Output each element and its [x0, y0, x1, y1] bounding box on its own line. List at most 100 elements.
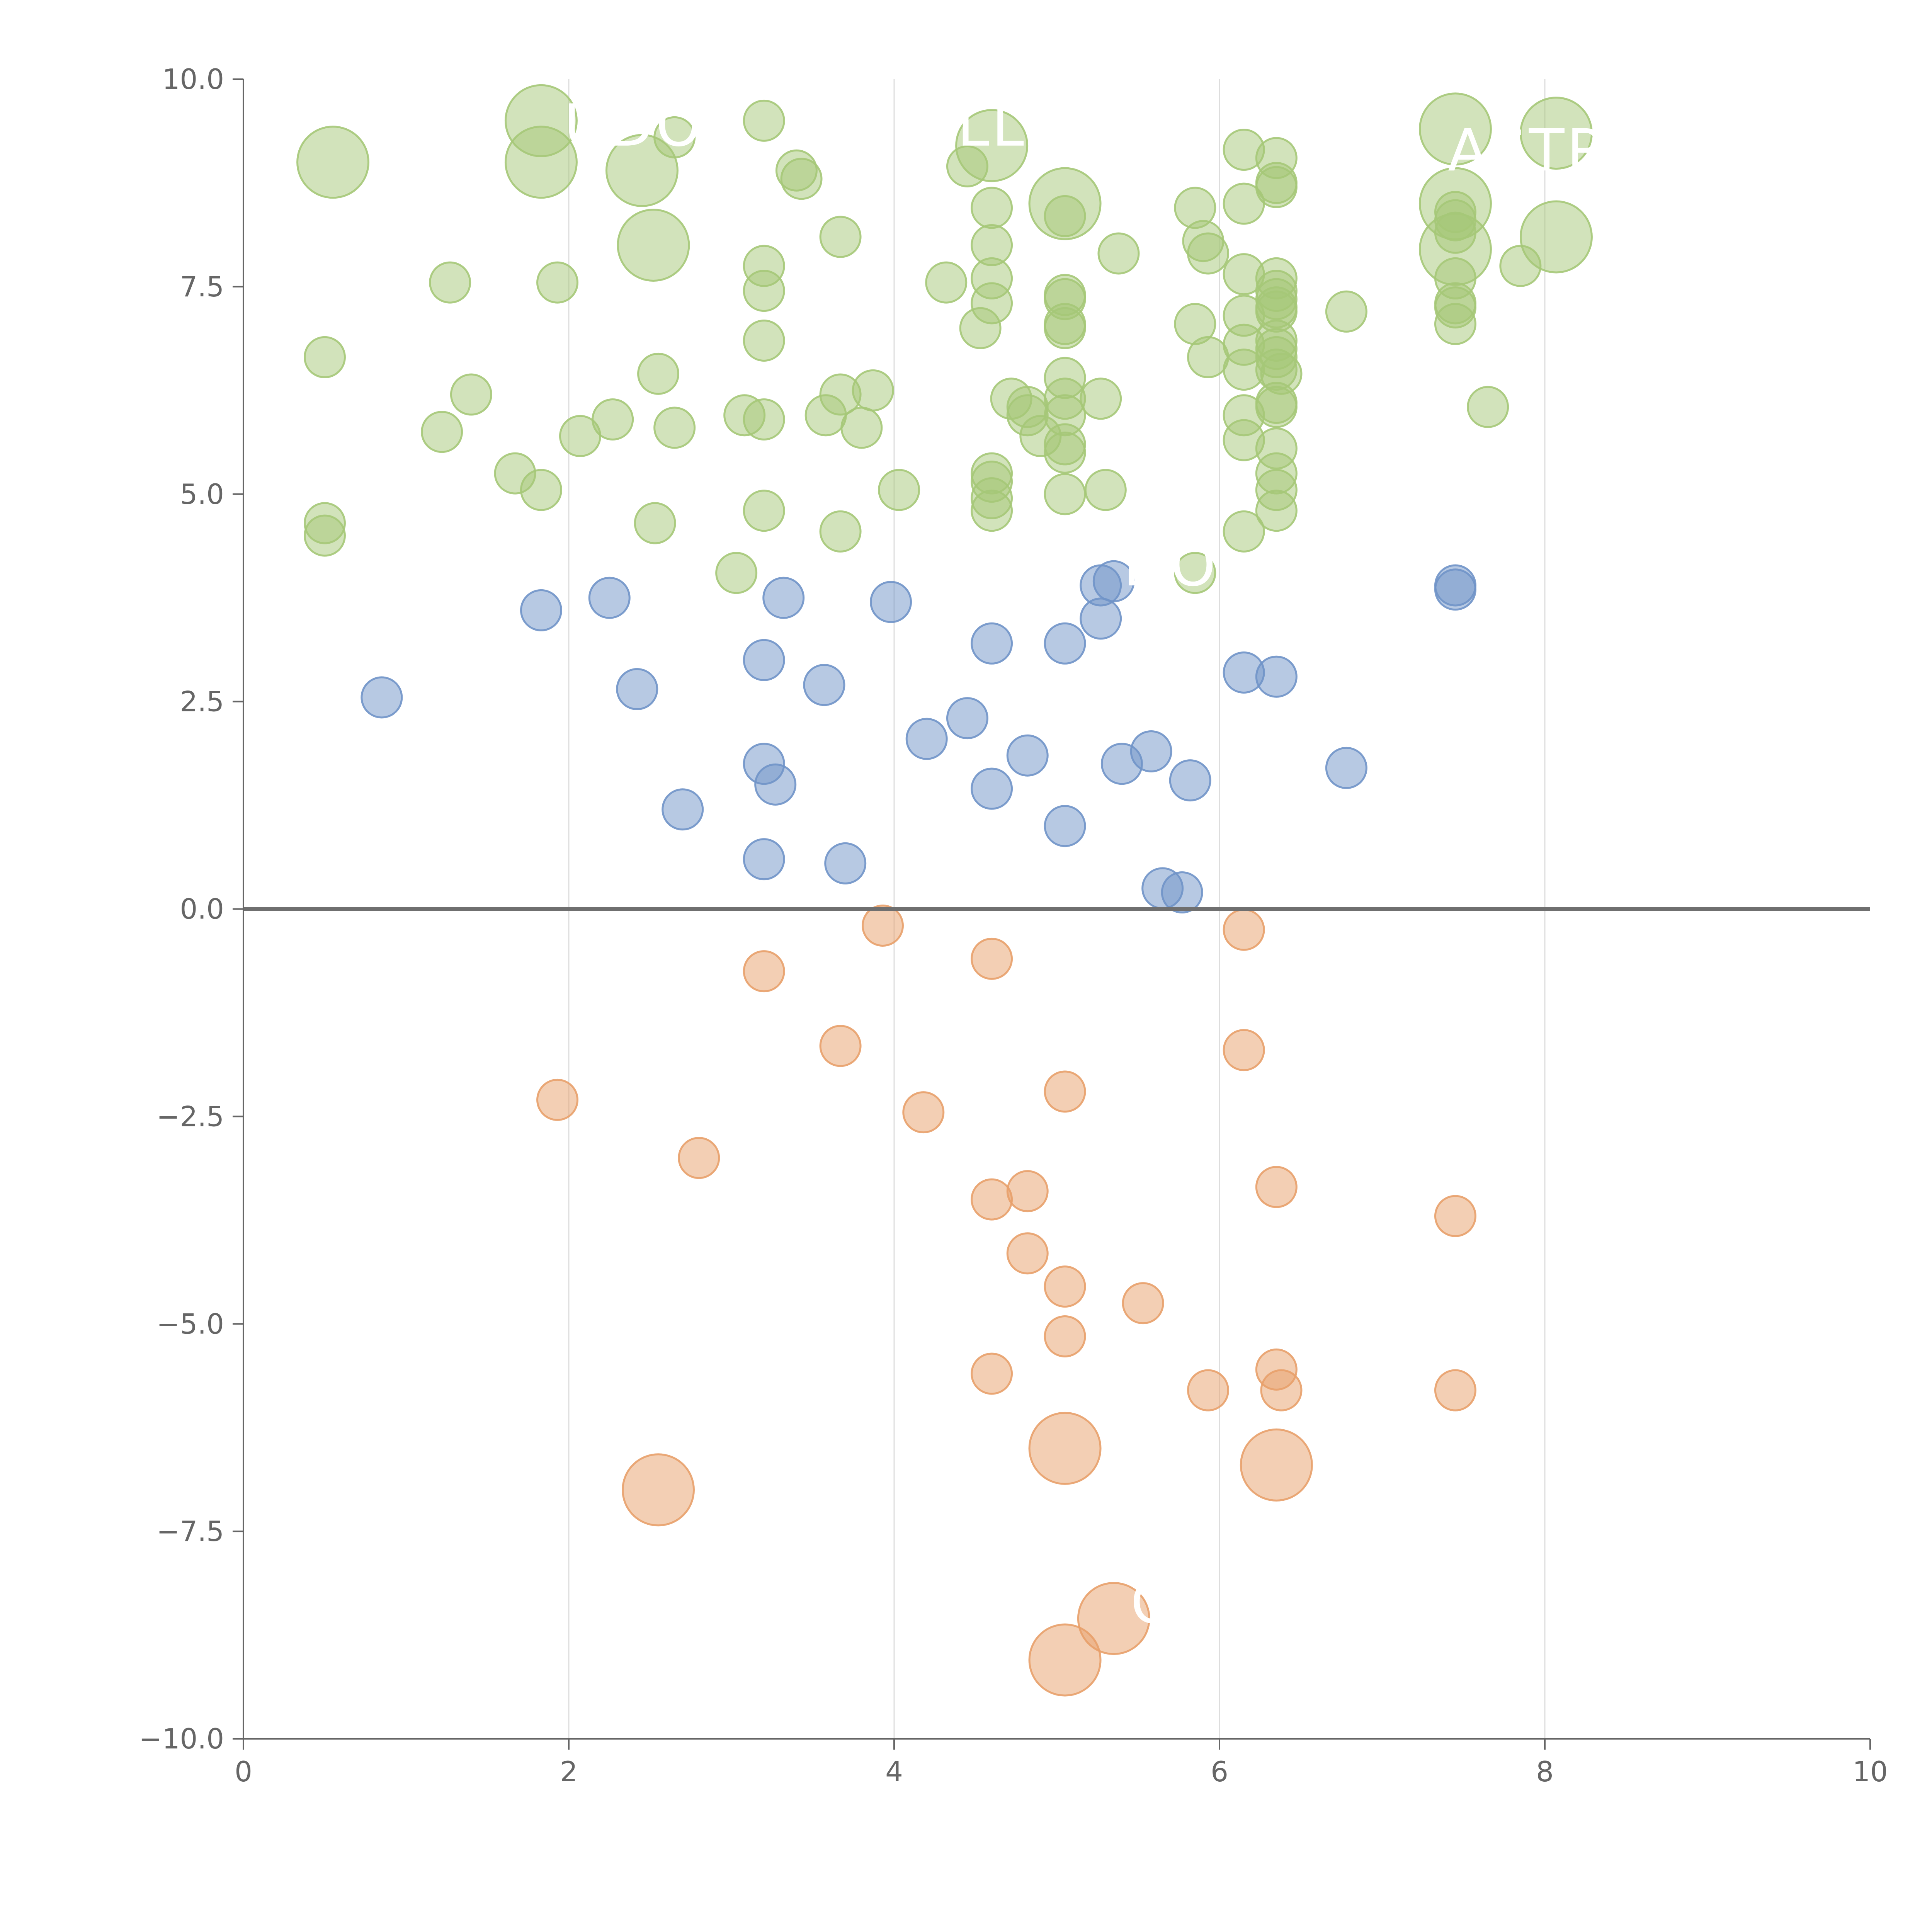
data-point-orange — [1044, 1315, 1086, 1357]
data-point-green — [1187, 336, 1230, 378]
data-point-blue — [361, 676, 403, 719]
data-point-green — [304, 514, 346, 557]
overlay-text: O — [1131, 1569, 1179, 1636]
overlay-text: ASTR — [1448, 117, 1609, 184]
data-point-green — [1255, 386, 1298, 428]
data-point-blue — [824, 842, 867, 884]
data-point-orange — [536, 1078, 579, 1121]
data-point-green — [743, 319, 785, 362]
data-point-blue — [803, 664, 845, 706]
data-point-green — [520, 469, 562, 511]
data-point-green — [1044, 473, 1086, 515]
data-point-green — [743, 490, 785, 532]
data-point-green — [634, 502, 676, 544]
data-point-orange — [1223, 1029, 1265, 1071]
data-point-blue — [1130, 730, 1172, 772]
data-point-orange — [1223, 908, 1265, 951]
x-tick-label: 4 — [885, 1755, 903, 1788]
data-point-blue — [1434, 568, 1476, 611]
x-tick-label: 8 — [1536, 1755, 1554, 1788]
data-point-orange — [819, 1025, 862, 1067]
data-point-green — [971, 490, 1013, 532]
data-point-green — [743, 270, 785, 312]
overlay-text: UDO — [564, 92, 704, 160]
data-point-blue — [971, 622, 1013, 665]
data-point-orange — [1077, 1582, 1150, 1655]
data-point-green — [1097, 232, 1140, 275]
data-point-blue — [1255, 655, 1298, 698]
data-point-green — [878, 469, 920, 511]
y-tick-label: −5.0 — [156, 1308, 224, 1340]
data-point-green — [819, 216, 862, 258]
overlay-text: LL — [957, 92, 1026, 160]
data-point-blue — [946, 697, 988, 740]
data-point-orange — [1434, 1369, 1476, 1412]
data-point-blue — [1092, 560, 1135, 602]
data-point-green — [450, 373, 492, 416]
data-point-blue — [1161, 871, 1203, 914]
data-point-green — [617, 209, 690, 282]
data-point-orange — [622, 1453, 695, 1527]
data-point-orange — [1006, 1232, 1049, 1275]
data-point-green — [819, 510, 862, 553]
data-point-green — [946, 145, 988, 187]
data-point-green — [840, 406, 883, 449]
data-point-green — [715, 552, 758, 594]
data-point-green — [421, 411, 463, 453]
data-point-green — [1187, 232, 1230, 275]
data-point-green — [743, 99, 785, 142]
data-point-blue — [870, 581, 912, 623]
data-point-green — [592, 398, 634, 440]
data-point-orange — [1044, 1265, 1086, 1308]
data-point-blue — [520, 589, 562, 631]
data-point-green — [1325, 290, 1367, 333]
data-point-orange — [971, 1178, 1013, 1221]
y-tick-label: −10.0 — [139, 1723, 224, 1755]
data-point-orange — [1240, 1428, 1313, 1502]
data-point-green — [653, 406, 696, 449]
data-point-orange — [1006, 1170, 1049, 1213]
y-tick-label: 5.0 — [180, 478, 224, 510]
data-point-green — [1519, 97, 1593, 170]
y-tick-label: 7.5 — [180, 270, 224, 303]
data-point-green — [1255, 490, 1298, 532]
data-point-blue — [616, 668, 658, 710]
data-point-green — [1418, 92, 1492, 166]
x-tick-label: 2 — [560, 1755, 578, 1788]
y-tick-label: 10.0 — [162, 63, 224, 95]
data-point-blue — [662, 788, 704, 831]
data-point-orange — [1260, 1369, 1303, 1412]
data-point-orange — [1028, 1412, 1102, 1485]
data-point-orange — [1187, 1369, 1230, 1412]
data-point-green — [637, 352, 680, 395]
data-point-blue — [762, 577, 805, 619]
data-point-blue — [588, 577, 631, 619]
points-layer — [296, 84, 1593, 1697]
data-point-orange — [1255, 1166, 1298, 1208]
data-point-orange — [971, 1352, 1013, 1395]
data-point-blue — [905, 718, 948, 760]
data-point-orange — [743, 950, 785, 993]
data-point-blue — [1044, 622, 1086, 665]
data-point-orange — [678, 1137, 720, 1179]
x-tick-label: 0 — [235, 1755, 252, 1788]
overlay-text: DO — [1123, 532, 1218, 599]
data-point-green — [1019, 415, 1062, 457]
data-point-orange — [862, 904, 904, 947]
data-point-green — [1519, 200, 1593, 274]
data-point-green — [1084, 469, 1127, 511]
data-point-green — [605, 134, 679, 207]
data-point-green — [959, 307, 1002, 349]
data-point-orange — [902, 1091, 945, 1134]
data-point-green — [1080, 378, 1122, 420]
x-tick-label: 6 — [1211, 1755, 1228, 1788]
data-point-blue — [1325, 747, 1367, 789]
data-point-green — [653, 116, 696, 158]
data-point-blue — [754, 763, 797, 806]
y-tick-label: −2.5 — [156, 1100, 224, 1133]
data-point-green — [780, 158, 823, 200]
data-point-blue — [971, 767, 1013, 810]
data-point-green — [504, 126, 578, 199]
